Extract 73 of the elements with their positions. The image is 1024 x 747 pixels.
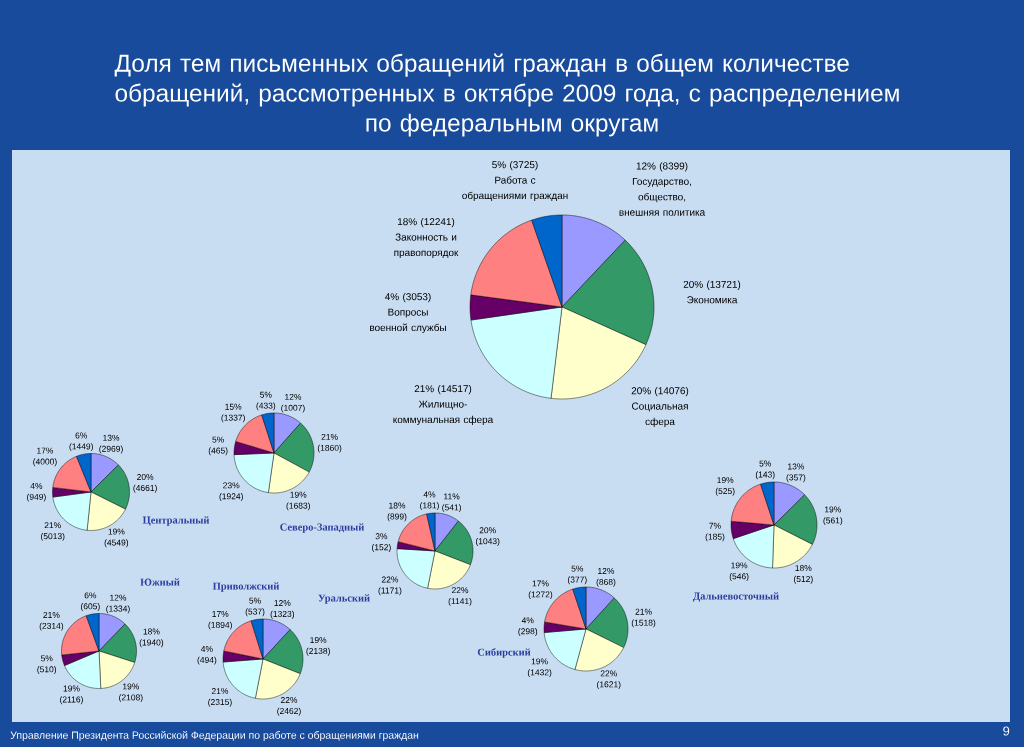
text: Дальневосточный — [693, 592, 779, 602]
data-label: 22% (1141) — [448, 587, 472, 606]
data-label: 19% (1683) — [286, 491, 310, 511]
slice-label: Экономика — [687, 296, 738, 304]
data-label: 3% (152) — [372, 533, 391, 552]
data-label: 20% (14076) — [631, 386, 689, 397]
data-label: 22% (2462) — [277, 697, 301, 716]
data-label: 11% (541) — [442, 493, 461, 513]
data-label: 5% (465) — [208, 436, 228, 456]
data-label: 17% (1272) — [528, 580, 553, 600]
text: Управление Президента Российской Федерации по работе с обращениями граждан — [10, 731, 419, 741]
data-label: 5% (3725) — [492, 160, 538, 171]
data-label: 19% (525) — [715, 477, 735, 496]
data-label: 18% (1940) — [139, 628, 164, 648]
data-label: 19% (2108) — [119, 683, 143, 703]
chart-title: Доля тем письменных обращений граждан в общем количестве обращений, рассмотренных в октябре 2009 года, с распределением по федеральным округам — [114, 53, 899, 137]
text: Северо-Западный — [280, 523, 365, 533]
text: 9 — [1003, 726, 1010, 736]
slice-label: Работа с обращениями граждан — [462, 176, 568, 202]
data-label: 21% (1518) — [631, 608, 656, 628]
data-label: 4% (494) — [197, 646, 217, 665]
data-label: 22% (1171) — [378, 576, 402, 596]
data-label: 13% (357) — [786, 463, 806, 483]
data-label: 21% (2315) — [208, 688, 232, 707]
text: Центральный — [142, 516, 210, 526]
data-label: 4% (949) — [27, 482, 46, 502]
chart-title: Приволжский — [212, 582, 280, 592]
data-label: 5% (433) — [256, 391, 276, 411]
data-label: 21% (5013) — [41, 522, 65, 541]
data-label: 12% (868) — [596, 568, 616, 587]
data-label: 6% (1449) — [69, 432, 93, 452]
data-label: 21% (2314) — [39, 611, 64, 631]
slice-label: Вопросы военной службы — [370, 308, 446, 334]
data-label: 17% (4000) — [33, 447, 57, 467]
data-label: 12% (1334) — [106, 594, 130, 614]
text: Сибирский — [477, 648, 531, 658]
data-label: 12% (1323) — [270, 600, 295, 619]
data-label: 18% (512) — [793, 565, 813, 584]
data-label: 5% (537) — [245, 597, 265, 617]
data-label: 4% (181) — [420, 491, 439, 511]
slice-label: Социальная сфера — [632, 402, 688, 428]
data-label: 18% (899) — [387, 502, 407, 522]
data-label: 22% (1621) — [597, 670, 621, 690]
data-label: 13% (2969) — [99, 434, 123, 454]
data-label: 4% (3053) — [384, 292, 431, 303]
chart-title: Южный — [140, 578, 180, 586]
data-label: 19% (2138) — [306, 637, 330, 656]
data-label: 19% (561) — [823, 506, 843, 526]
data-label: 15% (1337) — [221, 403, 245, 423]
data-label: 17% (1894) — [208, 611, 232, 630]
data-label: 20% (13721) — [683, 280, 741, 290]
data-label: 5% (510) — [37, 655, 57, 674]
data-label: 20% (1043) — [475, 527, 500, 546]
data-label: 19% (1432) — [527, 658, 552, 678]
data-label: 19% (2116) — [60, 685, 83, 705]
data-label: 12% (1007) — [281, 393, 305, 413]
text: Уральский — [318, 594, 370, 604]
data-label: 4% (298) — [518, 617, 538, 636]
slice-label: Законность и правопорядок — [394, 233, 459, 259]
data-label: 6% (605) — [80, 592, 100, 611]
data-label: 5% (143) — [755, 460, 775, 480]
data-label: 20% (4661) — [133, 474, 157, 493]
data-label: 19% (546) — [729, 562, 749, 581]
data-label: 23% (1924) — [219, 482, 243, 501]
slice-label: Жилищно-коммунальная сфера — [393, 400, 494, 426]
data-label: 18% (12241) — [397, 217, 455, 228]
data-label: 5% (377) — [567, 565, 587, 585]
data-label: 21% (1860) — [317, 433, 342, 453]
data-label: 19% (4549) — [104, 528, 129, 548]
data-label: 7% (185) — [705, 522, 725, 542]
data-label: 21% (14517) — [414, 384, 472, 395]
data-label: 12% (8399) — [636, 162, 688, 172]
slice-label: Государство, общество, внешняя политика — [619, 177, 706, 216]
